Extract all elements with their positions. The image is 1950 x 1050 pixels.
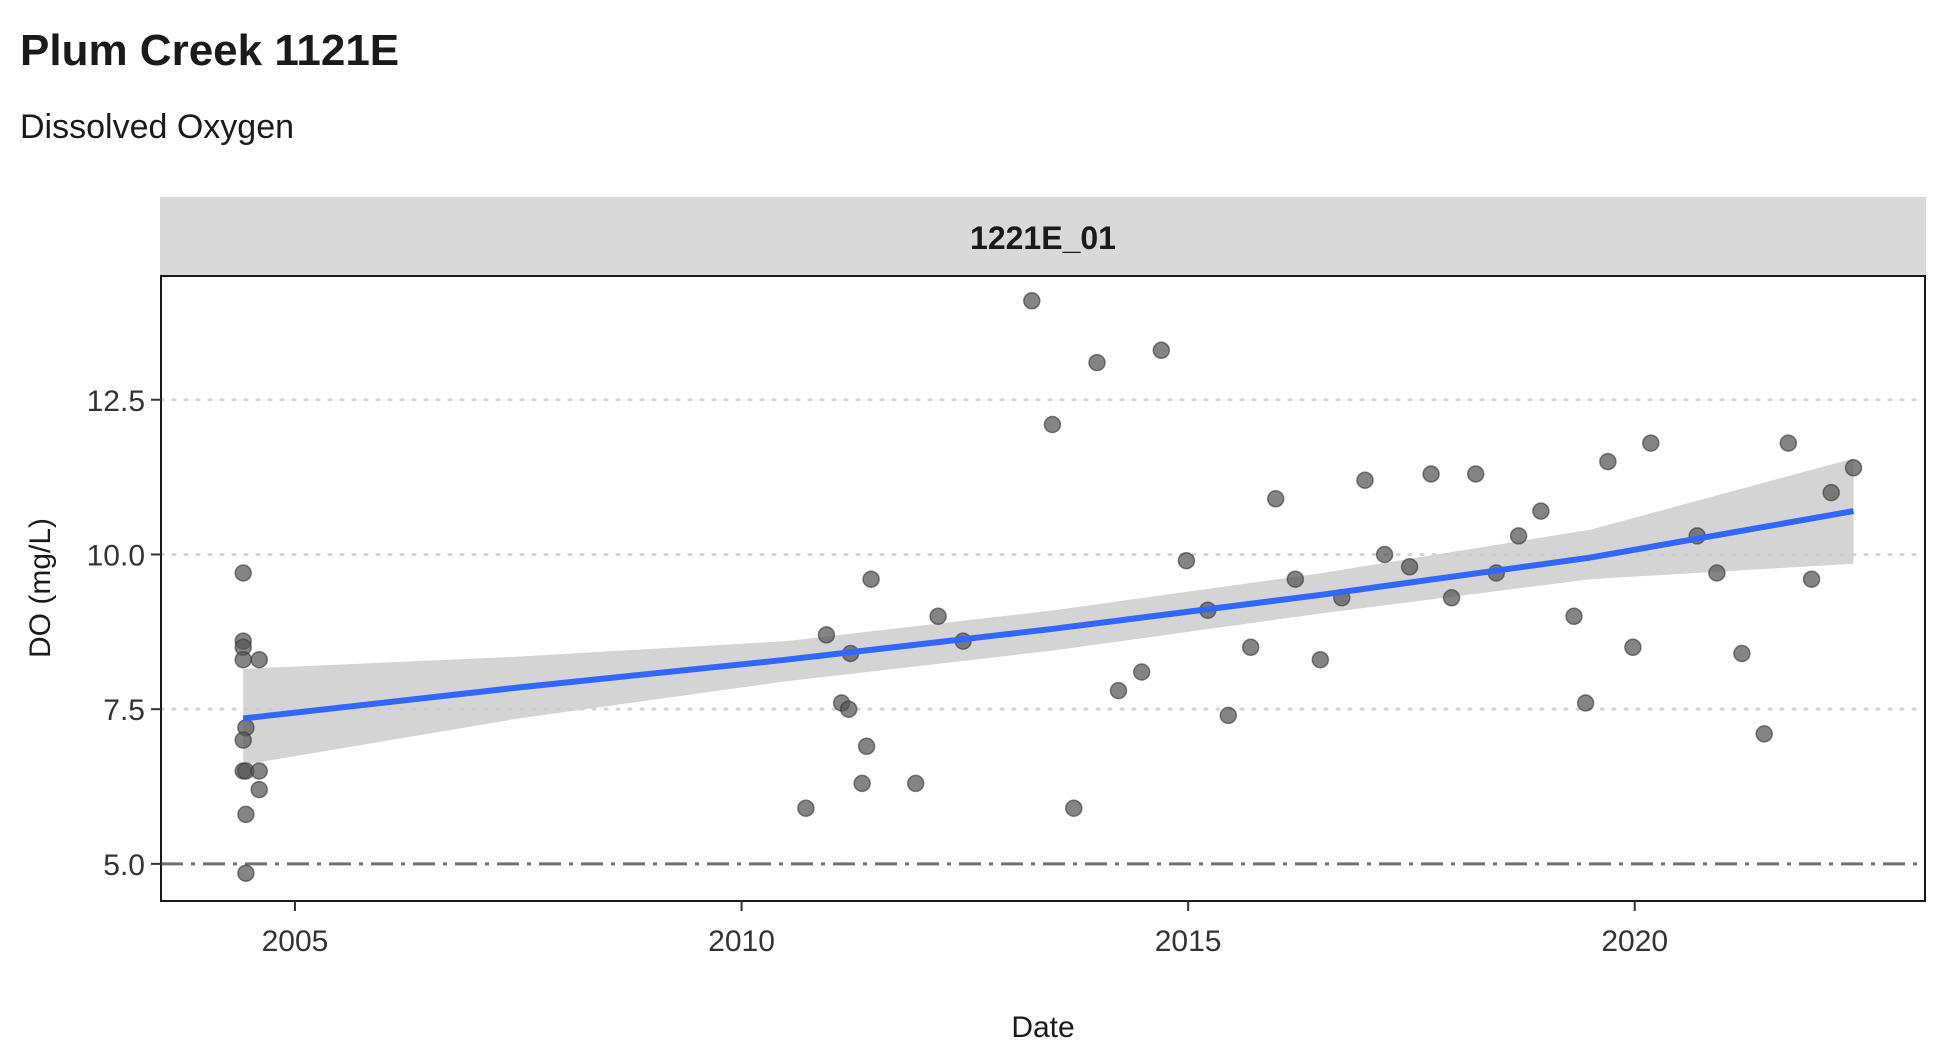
data-point-28	[1109, 681, 1128, 700]
x-tick-label-2: 2015	[1155, 925, 1222, 958]
data-points	[234, 292, 1863, 882]
confidence-ribbon	[243, 458, 1854, 765]
data-point-56	[1755, 725, 1773, 743]
data-point-60	[1844, 459, 1863, 477]
data-point-24	[1023, 292, 1041, 310]
data-point-50	[1599, 452, 1617, 471]
data-point-20	[862, 570, 880, 588]
trend-line-path	[242, 508, 1855, 722]
data-point-39	[1356, 471, 1374, 489]
y-tick-label-1: 7.5	[103, 694, 145, 727]
y-tick-label-2: 10.0	[87, 539, 145, 572]
data-point-34	[1241, 638, 1260, 657]
data-point-42	[1422, 465, 1440, 483]
data-point-33	[1219, 706, 1238, 725]
data-point-12	[250, 780, 268, 799]
data-point-21	[906, 774, 925, 793]
data-point-30	[1152, 341, 1171, 360]
x-tick-label-0: 2005	[262, 925, 329, 958]
confidence-band	[243, 458, 1854, 765]
data-point-3	[234, 650, 252, 669]
data-point-43	[1442, 589, 1461, 607]
data-point-47	[1532, 502, 1550, 520]
chart-title: Plum Creek 1121E	[20, 26, 400, 75]
chart-subtitle: Dissolved Oxygen	[20, 108, 295, 146]
data-point-59	[1822, 483, 1840, 502]
data-point-51	[1624, 638, 1642, 657]
data-point-57	[1779, 434, 1798, 452]
data-point-54	[1708, 564, 1726, 582]
y-axis-title: DO (mg/L)	[24, 518, 57, 658]
data-point-37	[1311, 650, 1330, 669]
data-point-25	[1043, 415, 1062, 434]
y-tick-label-0: 5.0	[103, 849, 145, 882]
data-point-31	[1177, 551, 1196, 570]
data-point-9	[237, 864, 255, 882]
x-axis: 2005 2010 2015 2020	[262, 901, 1668, 958]
data-point-19	[857, 737, 876, 756]
data-point-58	[1802, 570, 1821, 588]
x-axis-title: Date	[1011, 1011, 1074, 1044]
data-point-35	[1266, 490, 1285, 508]
data-point-5	[234, 731, 252, 749]
data-point-46	[1509, 527, 1528, 545]
data-point-44	[1466, 465, 1485, 483]
data-point-36	[1286, 570, 1305, 588]
plot-panel-border	[160, 275, 1926, 902]
data-point-14	[817, 626, 836, 644]
data-point-18	[853, 774, 871, 793]
y-tick-label-3: 12.5	[87, 385, 145, 418]
data-point-52	[1642, 434, 1660, 452]
data-point-13	[797, 799, 815, 817]
data-point-10	[250, 650, 268, 669]
y-axis: 5.0 7.5 10.0 12.5	[87, 385, 161, 882]
data-point-48	[1565, 607, 1583, 626]
data-point-22	[929, 607, 947, 626]
data-point-41	[1400, 558, 1419, 576]
data-point-8	[237, 805, 255, 824]
trend-line	[242, 508, 1855, 722]
data-point-16	[839, 700, 858, 718]
data-point-40	[1375, 545, 1394, 564]
x-tick-label-1: 2010	[708, 925, 775, 958]
facet-strip-label: 1221E_01	[970, 220, 1116, 256]
facet-strip	[160, 197, 1926, 275]
data-point-11	[250, 762, 268, 780]
x-tick-label-3: 2020	[1601, 925, 1668, 958]
data-point-29	[1132, 663, 1151, 681]
data-point-55	[1733, 644, 1751, 663]
data-point-27	[1088, 353, 1106, 372]
data-point-26	[1065, 799, 1083, 817]
data-point-0	[234, 564, 252, 582]
data-point-49	[1576, 694, 1595, 712]
